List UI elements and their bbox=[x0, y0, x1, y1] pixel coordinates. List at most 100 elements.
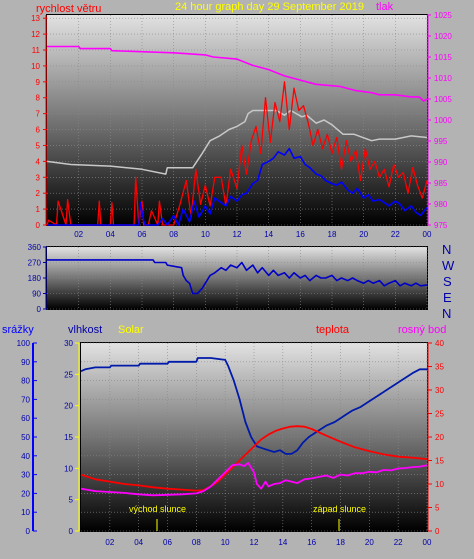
temperature-tick-label: 0 bbox=[435, 527, 440, 536]
y-left-tick-label: 9 bbox=[36, 78, 41, 87]
y-right-tick-label: 1005 bbox=[434, 95, 452, 104]
y-left-tick-label: 4 bbox=[36, 157, 41, 166]
humidity-temperature-panel: 0 10 20 30 40 50 60 70 80 90 10 00 5 10 15 20 25 30 0 5 10 15… bbox=[17, 339, 445, 547]
dew-point-label: rosný bod bbox=[398, 324, 446, 336]
sunset-label: západ slunce bbox=[313, 504, 366, 514]
solar-tick-label: 30 bbox=[64, 339, 73, 348]
solar-tick-label: 10 bbox=[64, 464, 73, 473]
rain-tick-label: 70 bbox=[21, 395, 30, 404]
x-tick-label: 10 bbox=[221, 538, 230, 547]
x-tick-label: 10 bbox=[201, 230, 210, 239]
wind-speed-line bbox=[46, 81, 428, 226]
x-tick-label: 22 bbox=[394, 538, 403, 547]
y-right-tick-label: 1010 bbox=[434, 74, 452, 83]
y-left-tick-label: 10 bbox=[31, 62, 40, 71]
temperature-tick-label: 10 bbox=[435, 480, 444, 489]
wind-average-line bbox=[47, 147, 428, 226]
x-tick-label: 20 bbox=[359, 230, 368, 239]
y-right-tick-label: 980 bbox=[434, 200, 448, 209]
humidity-label: vlhkost bbox=[68, 324, 102, 336]
rain-tick-label: 10 bbox=[21, 508, 30, 517]
rain-tick-label: 0 bbox=[26, 527, 31, 536]
rain-tick-label: 60 bbox=[21, 414, 30, 423]
y-left-tick-label: 2 bbox=[36, 189, 41, 198]
rain-tick-label: 50 bbox=[21, 433, 30, 442]
wind-direction-line bbox=[47, 259, 428, 295]
rain-tick-label: 100 bbox=[17, 339, 31, 348]
y-tick-label: 0 bbox=[37, 305, 42, 314]
x-tick-label: 12 bbox=[233, 230, 242, 239]
pressure-line bbox=[47, 45, 428, 102]
x-tick-label: 06 bbox=[138, 230, 147, 239]
x-tick-label: 00 bbox=[423, 230, 432, 239]
temperature-line bbox=[80, 425, 428, 492]
compass-letter: N bbox=[442, 306, 451, 321]
rain-tick-label: 40 bbox=[21, 452, 30, 461]
compass-letter: N bbox=[442, 242, 451, 257]
y-tick-label: 180 bbox=[28, 274, 42, 283]
temperature-tick-label: 30 bbox=[435, 386, 444, 395]
y-tick-label: 270 bbox=[28, 259, 42, 268]
x-tick-label: 02 bbox=[74, 230, 83, 239]
y-left-tick-label: 11 bbox=[32, 46, 41, 55]
y-left-tick-label: 3 bbox=[36, 173, 41, 182]
rain-tick-label: 20 bbox=[21, 489, 30, 498]
temperature-tick-label: 20 bbox=[435, 433, 444, 442]
temperature-tick-label: 5 bbox=[435, 504, 440, 513]
temperature-tick-label: 35 bbox=[435, 363, 444, 372]
x-tick-label: 08 bbox=[192, 538, 201, 547]
x-tick-label: 12 bbox=[250, 538, 259, 547]
y-left-tick-label: 7 bbox=[36, 110, 41, 119]
y-left-tick-label: 8 bbox=[36, 94, 41, 103]
y-left-tick-label: 0 bbox=[36, 221, 41, 230]
x-tick-label: 16 bbox=[307, 538, 316, 547]
y-right-tick-label: 985 bbox=[434, 179, 448, 188]
x-tick-label: 18 bbox=[336, 538, 345, 547]
humidity-line bbox=[80, 357, 427, 455]
x-tick-label: 20 bbox=[365, 538, 374, 547]
compass-letter: W bbox=[442, 258, 455, 273]
y-left-tick-label: 13 bbox=[31, 14, 40, 23]
temperature-tick-label: 25 bbox=[435, 410, 444, 419]
x-tick-label: 04 bbox=[106, 230, 115, 239]
compass-letter: E bbox=[443, 290, 452, 305]
y-right-tick-label: 1015 bbox=[434, 53, 452, 62]
temperature-tick-label: 40 bbox=[435, 339, 444, 348]
x-tick-label: 18 bbox=[328, 230, 337, 239]
pressure-label: tlak bbox=[376, 1, 394, 13]
rain-tick-label: 90 bbox=[21, 358, 30, 367]
temperature-tick-label: 15 bbox=[435, 457, 444, 466]
wind-speed-label: rychlost větru bbox=[36, 3, 101, 15]
chart-title: 24 hour graph day 29 September 2019 bbox=[175, 1, 364, 13]
x-tick-label: 08 bbox=[169, 230, 178, 239]
y-right-tick-label: 1000 bbox=[434, 116, 452, 125]
y-left-tick-label: 12 bbox=[31, 30, 40, 39]
x-tick-label: 14 bbox=[278, 538, 287, 547]
compass-labels: N W S E N bbox=[442, 242, 455, 321]
x-tick-label: 04 bbox=[134, 538, 143, 547]
solar-label: Solar bbox=[118, 324, 144, 336]
solar-tick-label: 20 bbox=[64, 402, 73, 411]
x-tick-label: 22 bbox=[391, 230, 400, 239]
y-right-tick-label: 975 bbox=[434, 221, 448, 230]
rain-label: srážky bbox=[2, 324, 34, 336]
y-left-tick-label: 1 bbox=[36, 205, 41, 214]
solar-tick-label: 25 bbox=[64, 370, 73, 379]
x-tick-label: 00 bbox=[423, 538, 432, 547]
rain-tick-label: 80 bbox=[21, 377, 30, 386]
y-left-tick-label: 6 bbox=[36, 126, 41, 135]
x-tick-label: 14 bbox=[264, 230, 273, 239]
dew-point-line bbox=[80, 461, 428, 497]
y-right-tick-label: 995 bbox=[434, 137, 448, 146]
temperature-label: teplota bbox=[316, 324, 350, 336]
y-left-tick-label: 5 bbox=[36, 141, 41, 150]
sunrise-label: východ slunce bbox=[129, 504, 186, 514]
solar-tick-label: 15 bbox=[64, 433, 73, 442]
solar-tick-label: 5 bbox=[69, 496, 74, 505]
y-tick-label: 90 bbox=[32, 290, 41, 299]
x-tick-label: 16 bbox=[296, 230, 305, 239]
wind-direction-panel: 0 90 180 270 360 bbox=[28, 243, 428, 314]
compass-letter: S bbox=[443, 274, 452, 289]
